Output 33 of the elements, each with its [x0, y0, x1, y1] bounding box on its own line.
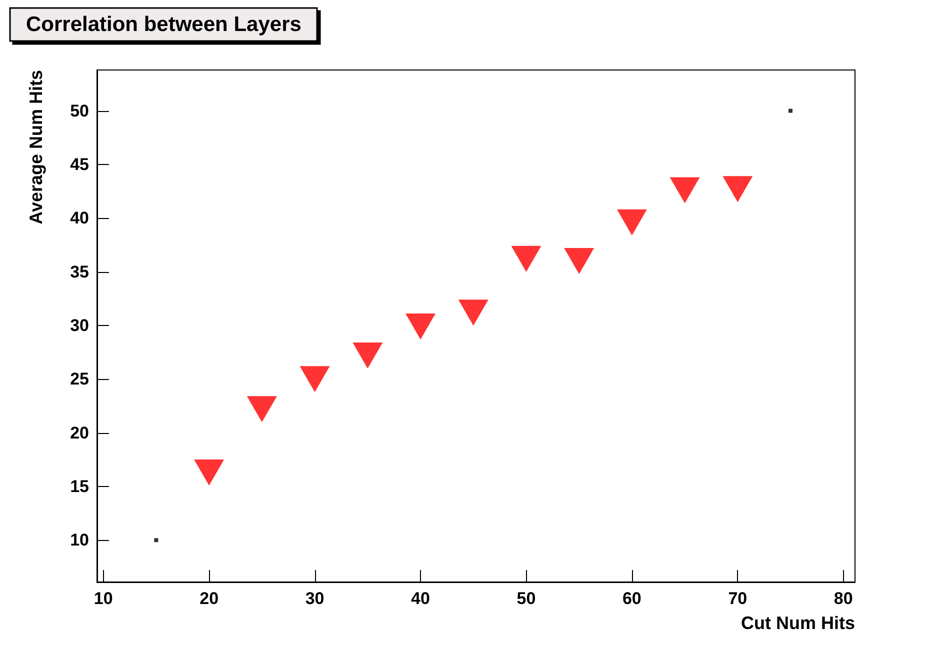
y-tick-label: 45: [70, 154, 89, 174]
point: [300, 366, 330, 392]
point: [458, 300, 488, 326]
y-tick-label: 25: [70, 370, 89, 389]
point: [246, 396, 277, 422]
y-tick-label: 30: [70, 316, 89, 335]
point: [722, 176, 753, 202]
x-tick-label: 20: [200, 589, 219, 608]
point: [616, 209, 647, 236]
x-tick-label: 10: [94, 589, 113, 608]
y-tick-label: 35: [70, 262, 89, 282]
point: [352, 342, 383, 369]
x-axis-title: Cut Num Hits: [741, 613, 855, 633]
point: [511, 246, 542, 272]
point: [788, 108, 793, 113]
point: [670, 177, 700, 204]
y-tick-label: 10: [70, 530, 89, 550]
y-tick-label: 20: [70, 423, 89, 442]
y-tick-label: 15: [70, 476, 89, 496]
point: [406, 314, 436, 340]
x-tick-label: 30: [305, 589, 324, 608]
y-axis-title: Average Num Hits: [26, 70, 46, 224]
point: [564, 248, 594, 274]
x-tick-label: 40: [411, 589, 430, 608]
point: [194, 460, 224, 486]
chart-title: Correlation between Layers: [26, 13, 302, 36]
y-tick-label: 50: [70, 101, 89, 120]
y-tick-label: 40: [70, 208, 89, 228]
x-tick-label: 60: [622, 589, 642, 608]
x-tick-label: 70: [728, 589, 748, 608]
x-tick-label: 50: [516, 589, 536, 608]
point: [154, 538, 158, 542]
x-tick-label: 80: [834, 589, 853, 608]
